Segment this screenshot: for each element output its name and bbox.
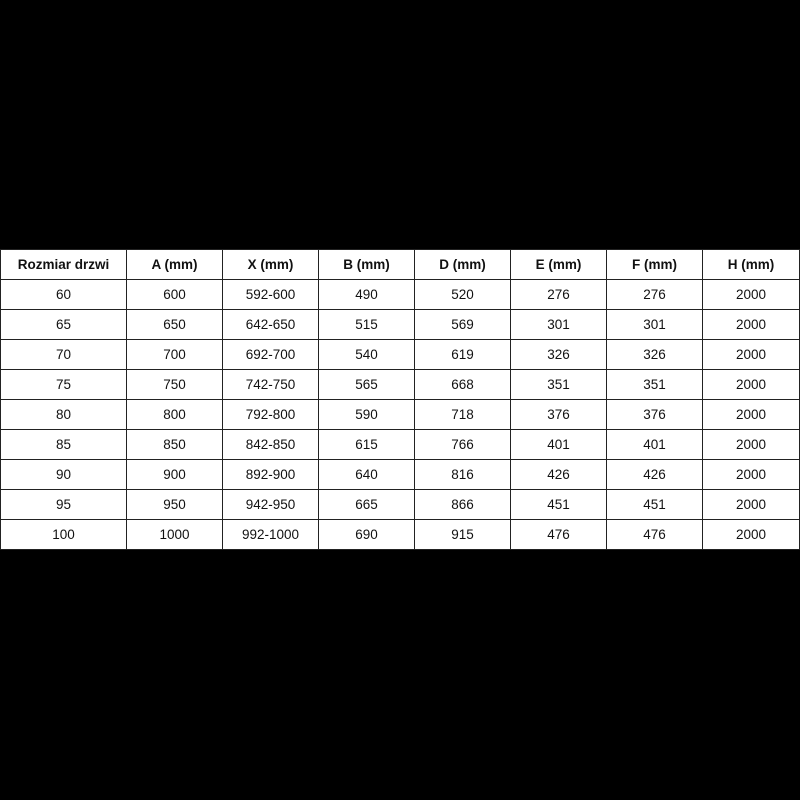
table-cell: 100 [0, 519, 127, 550]
table-cell: 1000 [126, 519, 223, 550]
table-cell: 816 [414, 459, 511, 490]
table-row: 95 950 942-950 665 866 451 451 2000 [0, 489, 800, 520]
table-cell: 700 [126, 339, 223, 370]
table-cell: 2000 [702, 279, 800, 310]
table-cell: 540 [318, 339, 415, 370]
table-cell: 2000 [702, 429, 800, 460]
table-cell: 326 [606, 339, 703, 370]
table-row: 70 700 692-700 540 619 326 326 2000 [0, 339, 800, 370]
table-cell: 992-1000 [222, 519, 319, 550]
table-cell: 600 [126, 279, 223, 310]
table-cell: 490 [318, 279, 415, 310]
table-cell: 668 [414, 369, 511, 400]
table-cell: 401 [606, 429, 703, 460]
table-cell: 476 [510, 519, 607, 550]
table-cell: 892-900 [222, 459, 319, 490]
table-cell: 351 [510, 369, 607, 400]
table-cell: 642-650 [222, 309, 319, 340]
table-cell: 619 [414, 339, 511, 370]
table-cell: 426 [510, 459, 607, 490]
table-row: 65 650 642-650 515 569 301 301 2000 [0, 309, 800, 340]
table-cell: 476 [606, 519, 703, 550]
column-header: F (mm) [606, 249, 703, 280]
table-cell: 70 [0, 339, 127, 370]
table-cell: 426 [606, 459, 703, 490]
table-cell: 401 [510, 429, 607, 460]
table-cell: 95 [0, 489, 127, 520]
table-cell: 942-950 [222, 489, 319, 520]
table-cell: 2000 [702, 459, 800, 490]
column-header: Rozmiar drzwi [0, 249, 127, 280]
table-cell: 569 [414, 309, 511, 340]
table-cell: 900 [126, 459, 223, 490]
table-cell: 690 [318, 519, 415, 550]
table-cell: 766 [414, 429, 511, 460]
table-cell: 2000 [702, 519, 800, 550]
table-cell: 2000 [702, 489, 800, 520]
table-cell: 842-850 [222, 429, 319, 460]
table-cell: 520 [414, 279, 511, 310]
table-cell: 65 [0, 309, 127, 340]
table-cell: 592-600 [222, 279, 319, 310]
table-cell: 75 [0, 369, 127, 400]
dimensions-table-container: Rozmiar drzwi A (mm) X (mm) B (mm) D (mm) E (… [0, 249, 800, 550]
dimensions-table: Rozmiar drzwi A (mm) X (mm) B (mm) D (mm) E (… [0, 249, 800, 550]
table-cell: 792-800 [222, 399, 319, 430]
column-header: X (mm) [222, 249, 319, 280]
table-cell: 451 [606, 489, 703, 520]
table-cell: 90 [0, 459, 127, 490]
table-cell: 276 [606, 279, 703, 310]
table-cell: 351 [606, 369, 703, 400]
table-cell: 850 [126, 429, 223, 460]
table-cell: 2000 [702, 309, 800, 340]
table-cell: 80 [0, 399, 127, 430]
table-cell: 692-700 [222, 339, 319, 370]
table-cell: 326 [510, 339, 607, 370]
table-cell: 665 [318, 489, 415, 520]
table-header-row: Rozmiar drzwi A (mm) X (mm) B (mm) D (mm) E (… [0, 249, 800, 280]
table-cell: 866 [414, 489, 511, 520]
table-cell: 742-750 [222, 369, 319, 400]
table-row: 100 1000 992-1000 690 915 476 476 2000 [0, 519, 800, 550]
table-cell: 2000 [702, 369, 800, 400]
table-row: 60 600 592-600 490 520 276 276 2000 [0, 279, 800, 310]
table-cell: 2000 [702, 339, 800, 370]
column-header: D (mm) [414, 249, 511, 280]
table-cell: 650 [126, 309, 223, 340]
table-row: 90 900 892-900 640 816 426 426 2000 [0, 459, 800, 490]
table-cell: 565 [318, 369, 415, 400]
table-cell: 301 [606, 309, 703, 340]
table-cell: 451 [510, 489, 607, 520]
table-cell: 301 [510, 309, 607, 340]
table-cell: 640 [318, 459, 415, 490]
column-header: E (mm) [510, 249, 607, 280]
column-header: A (mm) [126, 249, 223, 280]
table-cell: 590 [318, 399, 415, 430]
table-cell: 615 [318, 429, 415, 460]
table-cell: 950 [126, 489, 223, 520]
table-row: 85 850 842-850 615 766 401 401 2000 [0, 429, 800, 460]
table-cell: 718 [414, 399, 511, 430]
table-cell: 85 [0, 429, 127, 460]
table-cell: 376 [606, 399, 703, 430]
table-cell: 800 [126, 399, 223, 430]
table-cell: 276 [510, 279, 607, 310]
table-cell: 515 [318, 309, 415, 340]
table-cell: 2000 [702, 399, 800, 430]
table-row: 75 750 742-750 565 668 351 351 2000 [0, 369, 800, 400]
column-header: B (mm) [318, 249, 415, 280]
table-row: 80 800 792-800 590 718 376 376 2000 [0, 399, 800, 430]
column-header: H (mm) [702, 249, 800, 280]
table-cell: 750 [126, 369, 223, 400]
table-cell: 376 [510, 399, 607, 430]
table-cell: 60 [0, 279, 127, 310]
table-cell: 915 [414, 519, 511, 550]
